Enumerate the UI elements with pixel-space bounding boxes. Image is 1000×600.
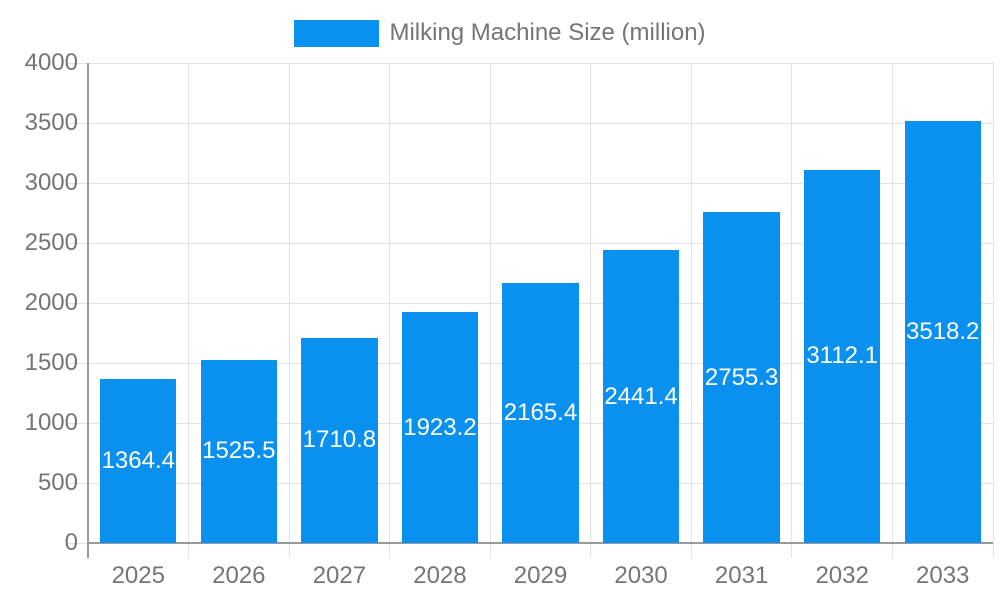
- bar-value-label: 2441.4: [604, 382, 678, 410]
- y-axis-tick-label: 1500: [24, 349, 78, 376]
- y-axis-tick-label: 3500: [24, 109, 78, 136]
- y-axis-tick-label: 4000: [24, 49, 78, 76]
- gridline-vertical: [489, 63, 491, 558]
- x-axis-line: [88, 542, 993, 544]
- y-axis-tick-label: 500: [37, 469, 78, 496]
- bar-value-label: 1364.4: [101, 447, 175, 475]
- y-axis-tick-label: 2000: [24, 289, 78, 316]
- bar-2027[interactable]: [301, 337, 378, 543]
- x-axis-tick-label: 2027: [312, 562, 367, 589]
- bar-value-label: 1525.5: [202, 437, 276, 465]
- bar-value-label: 1923.2: [403, 413, 477, 441]
- bar-value-label: 3112.1: [806, 342, 878, 370]
- gridline-vertical: [389, 63, 391, 558]
- gridline-vertical: [690, 63, 692, 558]
- bar-2030[interactable]: [602, 250, 680, 543]
- y-axis-line: [87, 63, 89, 558]
- x-axis-tick-label: 2029: [513, 562, 568, 589]
- y-axis-tick-label: 3000: [24, 169, 78, 196]
- bar-2028[interactable]: [401, 312, 479, 543]
- bar-2026[interactable]: [200, 359, 278, 543]
- legend[interactable]: Milking Machine Size (million): [0, 16, 1000, 50]
- gridline-vertical: [288, 63, 290, 558]
- bar-2025[interactable]: [100, 379, 177, 543]
- y-axis-tick-label: 0: [64, 529, 78, 556]
- gridline-horizontal: [66, 182, 993, 184]
- bar-value-label: 2755.3: [704, 363, 779, 391]
- x-axis-tick-label: 2031: [714, 562, 769, 589]
- y-axis-tick-label: 1000: [24, 409, 78, 436]
- bar-2033[interactable]: [904, 120, 981, 543]
- gridline-vertical: [992, 63, 994, 558]
- x-axis-tick-label: 2028: [413, 562, 467, 589]
- x-axis-tick-label: 2026: [212, 562, 266, 589]
- legend-swatch-icon: [294, 19, 380, 47]
- gridline-vertical: [188, 63, 190, 558]
- bar-2029[interactable]: [502, 283, 579, 543]
- legend-label: Milking Machine Size (million): [389, 19, 706, 46]
- x-axis-tick-label: 2032: [815, 562, 869, 589]
- gridline-vertical: [590, 63, 592, 558]
- gridline-vertical: [891, 63, 893, 558]
- x-axis-tick-label: 2033: [916, 562, 970, 589]
- x-axis-tick-label: 2030: [614, 562, 668, 589]
- gridline-horizontal: [66, 122, 993, 124]
- bar-value-label: 1710.8: [302, 426, 377, 454]
- bar-2031[interactable]: [703, 212, 780, 543]
- bar-value-label: 3518.2: [906, 317, 980, 345]
- bar-value-label: 2165.4: [503, 399, 578, 427]
- x-axis-tick-label: 2025: [111, 562, 165, 589]
- gridline-horizontal: [66, 242, 993, 244]
- y-axis-tick-label: 2500: [24, 229, 78, 256]
- gridline-horizontal: [66, 62, 993, 64]
- gridline-vertical: [791, 63, 793, 558]
- bar-2032[interactable]: [803, 169, 881, 543]
